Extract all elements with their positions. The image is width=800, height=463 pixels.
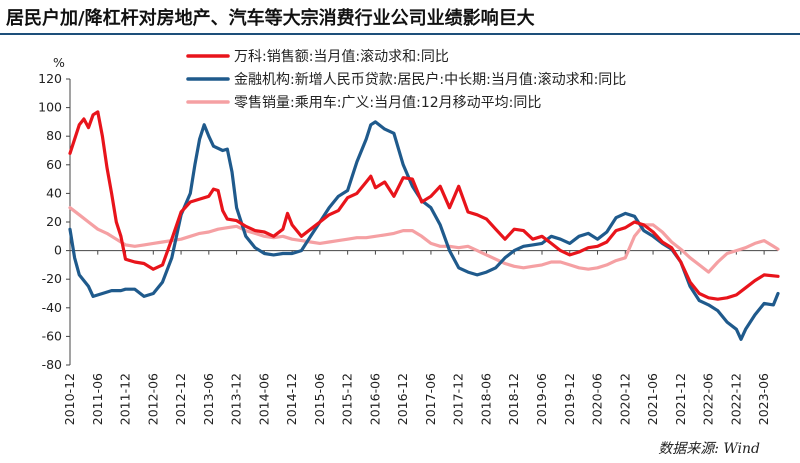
chart-title: 居民户加/降杠杆对房地产、汽车等大宗消费行业公司业绩影响巨大 (6, 8, 535, 29)
x-tick-label: 2012-06 (145, 373, 160, 425)
legend-label-1: 万科:销售额:当月值:滚动求和:同比 (234, 48, 449, 65)
y-tick-label: 80 (46, 128, 62, 143)
y-axis-unit: % (53, 55, 65, 70)
x-tick-label: 2016-06 (367, 373, 382, 425)
x-tick-label: 2016-12 (395, 373, 410, 425)
legend-label-3: 零售销量:乘用车:广义:当月值:12月移动平均:同比 (234, 94, 541, 111)
y-tick-label: 100 (38, 100, 62, 115)
y-tick-label: -80 (42, 357, 62, 372)
x-tick-label: 2018-06 (478, 373, 493, 425)
x-tick-label: 2019-06 (534, 373, 549, 425)
x-tick-label: 2020-12 (617, 373, 632, 425)
x-tick-label: 2017-12 (451, 373, 466, 425)
y-tick-label: 0 (54, 243, 62, 258)
x-tick-label: 2017-06 (423, 373, 438, 425)
series-lines (68, 110, 780, 341)
x-tick-label: 2011-06 (90, 373, 105, 425)
x-tick-label: 2012-12 (173, 373, 188, 425)
x-tick-label: 2022-12 (728, 373, 743, 425)
x-tick-label: 2021-06 (645, 373, 660, 425)
legend: 万科:销售额:当月值:滚动求和:同比金融机构:新增人民币贷款:居民户:中长期:当… (186, 48, 626, 111)
x-tick-label: 2014-06 (256, 373, 271, 425)
x-tick-label: 2014-12 (284, 373, 299, 425)
x-tick-label: 2018-12 (506, 373, 521, 425)
source-note: 数据来源: Wind (658, 441, 760, 457)
title-rule (0, 33, 800, 35)
x-tick-label: 2013-12 (229, 373, 244, 425)
x-tick-label: 2015-12 (340, 373, 355, 425)
x-tick-label: 2023-06 (756, 373, 771, 425)
x-tick-label: 2019-12 (562, 373, 577, 425)
series-line-1 (68, 110, 780, 301)
y-tick-label: -60 (42, 328, 62, 343)
y-tick-label: 60 (46, 157, 62, 172)
x-tick-label: 2015-06 (312, 373, 327, 425)
y-tick-label: 20 (46, 214, 62, 229)
x-tick-label: 2010-12 (62, 373, 77, 425)
x-tick-label: 2020-06 (590, 373, 605, 425)
x-tick-label: 2022-06 (701, 373, 716, 425)
y-tick-label: 120 (38, 71, 62, 86)
x-axis: 2010-12 2011-06 2011-12 2012-06 2012-12 2013-… (62, 250, 778, 425)
legend-label-2: 金融机构:新增人民币贷款:居民户:中长期:当月值:滚动求和:同比 (234, 71, 626, 88)
y-tick-label: -40 (42, 300, 62, 315)
y-tick-label: 40 (46, 185, 62, 200)
x-tick-label: 2013-06 (201, 373, 216, 425)
x-tick-label: 2011-12 (118, 373, 133, 425)
y-axis: %120 100 80 60 40 20 0 -20 -40 -60 -80 (38, 55, 71, 372)
series-line-3 (68, 206, 780, 274)
x-tick-label: 2021-12 (673, 373, 688, 425)
y-tick-label: -20 (42, 271, 62, 286)
